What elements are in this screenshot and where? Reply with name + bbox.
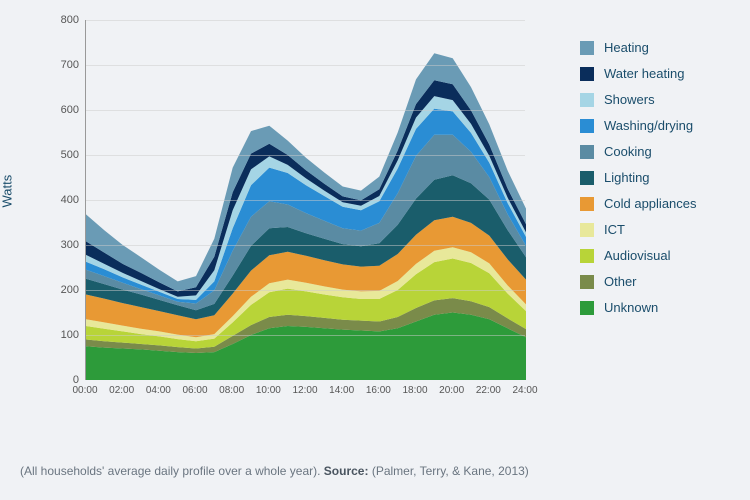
legend-swatch <box>580 119 594 133</box>
y-tick: 100 <box>61 329 79 341</box>
legend-item: Other <box>580 274 725 289</box>
grid-line <box>86 290 525 291</box>
grid-line <box>86 65 525 66</box>
y-tick: 700 <box>61 59 79 71</box>
x-tick: 24:00 <box>512 385 537 396</box>
legend-swatch <box>580 275 594 289</box>
legend-label: Showers <box>604 92 655 107</box>
x-tick: 10:00 <box>256 385 281 396</box>
grid-line <box>86 335 525 336</box>
legend-label: Audiovisual <box>604 248 671 263</box>
caption-source-value: (Palmer, Terry, & Kane, 2013) <box>372 464 529 478</box>
x-tick: 16:00 <box>366 385 391 396</box>
legend-label: Lighting <box>604 170 650 185</box>
legend-label: Water heating <box>604 66 684 81</box>
legend-item: Cold appliances <box>580 196 725 211</box>
caption-prefix: (All households' average daily profile o… <box>20 464 324 478</box>
legend-label: Unknown <box>604 300 658 315</box>
legend-item: Washing/drying <box>580 118 725 133</box>
y-tick: 500 <box>61 149 79 161</box>
grid-line <box>86 20 525 21</box>
legend-swatch <box>580 41 594 55</box>
x-tick: 20:00 <box>439 385 464 396</box>
legend-label: ICT <box>604 222 625 237</box>
legend-label: Heating <box>604 40 649 55</box>
legend-item: Showers <box>580 92 725 107</box>
legend-item: Unknown <box>580 300 725 315</box>
plot-region <box>85 20 525 380</box>
chart-container: Watts 0100200300400500600700800 00:0002:… <box>15 20 735 420</box>
grid-line <box>86 245 525 246</box>
x-tick: 18:00 <box>402 385 427 396</box>
legend-swatch <box>580 223 594 237</box>
legend-swatch <box>580 67 594 81</box>
grid-line <box>86 200 525 201</box>
legend-item: Water heating <box>580 66 725 81</box>
x-tick: 22:00 <box>476 385 501 396</box>
x-tick: 08:00 <box>219 385 244 396</box>
x-tick: 04:00 <box>146 385 171 396</box>
grid-line <box>86 155 525 156</box>
legend-item: Cooking <box>580 144 725 159</box>
legend-swatch <box>580 93 594 107</box>
legend-label: Cold appliances <box>604 196 697 211</box>
legend-swatch <box>580 301 594 315</box>
legend-swatch <box>580 145 594 159</box>
legend-swatch <box>580 197 594 211</box>
legend-item: Heating <box>580 40 725 55</box>
y-axis: 0100200300400500600700800 <box>45 20 85 380</box>
x-tick: 02:00 <box>109 385 134 396</box>
y-tick: 800 <box>61 14 79 26</box>
legend-item: ICT <box>580 222 725 237</box>
legend-label: Washing/drying <box>604 118 693 133</box>
y-tick: 400 <box>61 194 79 206</box>
chart-area: Watts 0100200300400500600700800 00:0002:… <box>15 20 535 420</box>
y-tick: 200 <box>61 284 79 296</box>
x-tick: 06:00 <box>182 385 207 396</box>
caption-source-label: Source: <box>324 464 369 478</box>
x-tick: 00:00 <box>72 385 97 396</box>
caption: (All households' average daily profile o… <box>20 464 529 478</box>
legend-label: Cooking <box>604 144 652 159</box>
legend: Heating Water heating Showers Washing/dryin… <box>565 20 725 420</box>
legend-label: Other <box>604 274 637 289</box>
x-tick: 12:00 <box>292 385 317 396</box>
y-tick: 600 <box>61 104 79 116</box>
x-tick: 14:00 <box>329 385 354 396</box>
y-axis-label: Watts <box>0 175 15 208</box>
grid-line <box>86 110 525 111</box>
y-tick: 300 <box>61 239 79 251</box>
legend-item: Lighting <box>580 170 725 185</box>
legend-swatch <box>580 249 594 263</box>
legend-item: Audiovisual <box>580 248 725 263</box>
legend-swatch <box>580 171 594 185</box>
